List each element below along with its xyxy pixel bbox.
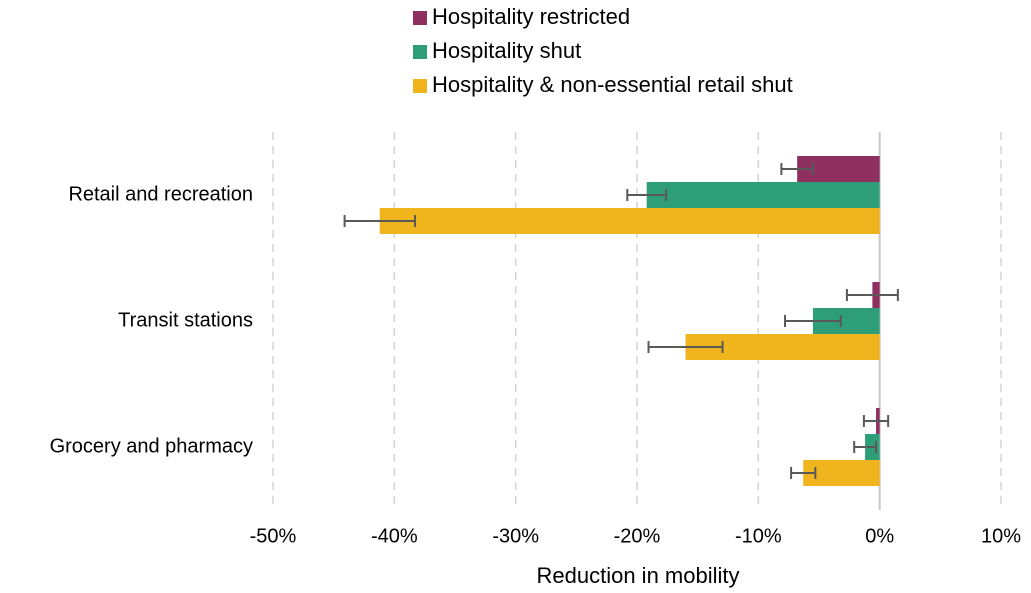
error-bar: [343, 215, 416, 227]
x-tick-label: -30%: [492, 525, 539, 547]
error-bar: [647, 341, 724, 353]
y-tick-label: Transit stations: [118, 309, 253, 331]
error-bar: [626, 189, 668, 201]
error-bar: [845, 289, 899, 301]
bar: [646, 182, 880, 208]
error-bar: [853, 441, 878, 453]
x-axis-title: Reduction in mobility: [537, 563, 740, 588]
error-bar: [862, 415, 890, 427]
y-tick-label: Grocery and pharmacy: [50, 435, 253, 457]
error-bar: [784, 315, 842, 327]
bar: [379, 208, 880, 234]
legend-swatch: [413, 79, 427, 93]
x-tick-label: -20%: [614, 525, 661, 547]
legend-swatch: [413, 45, 427, 59]
y-tick-label: Retail and recreation: [68, 183, 253, 205]
x-tick-label: 10%: [981, 525, 1021, 547]
legend-label: Hospitality shut: [432, 38, 581, 63]
error-bar: [780, 163, 814, 175]
x-tick-label: -40%: [371, 525, 418, 547]
x-tick-label: -10%: [735, 525, 782, 547]
error-bar: [790, 467, 817, 479]
x-tick-label: -50%: [250, 525, 297, 547]
legend-swatch: [413, 11, 427, 25]
legend-label: Hospitality restricted: [432, 4, 630, 29]
x-tick-label: 0%: [865, 525, 894, 547]
legend-label: Hospitality & non-essential retail shut: [432, 72, 793, 97]
